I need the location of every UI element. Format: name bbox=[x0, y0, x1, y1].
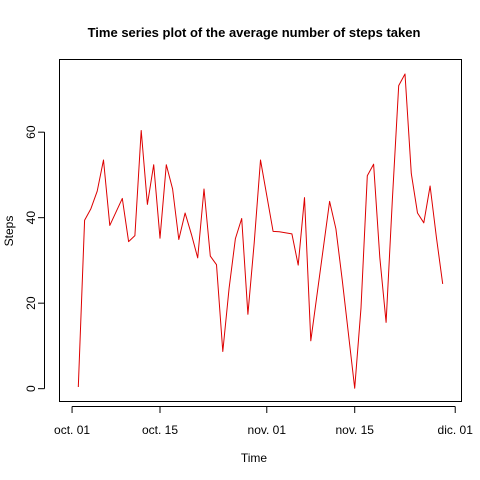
y-tick-label: 40 bbox=[24, 211, 38, 225]
series-layer bbox=[77, 73, 444, 389]
x-axis: oct. 01 oct. 15 nov. 01 nov. 15 dic. 01 bbox=[54, 406, 474, 437]
x-tick-label: dic. 01 bbox=[438, 423, 474, 437]
plot-frame bbox=[59, 59, 462, 402]
y-tick-label: 60 bbox=[24, 125, 38, 139]
x-axis-label: Time bbox=[241, 451, 268, 465]
series-line bbox=[77, 73, 444, 389]
x-tick-label: nov. 15 bbox=[335, 423, 374, 437]
x-tick-label: oct. 15 bbox=[142, 423, 178, 437]
x-tick-label: nov. 01 bbox=[248, 423, 287, 437]
y-tick-label: 0 bbox=[24, 385, 38, 392]
x-tick-label: oct. 01 bbox=[54, 423, 90, 437]
y-axis-label: Steps bbox=[2, 216, 16, 247]
chart-title: Time series plot of the average number o… bbox=[88, 25, 421, 40]
y-tick-label: 20 bbox=[24, 296, 38, 310]
y-axis: 0 20 40 60 bbox=[24, 125, 45, 392]
